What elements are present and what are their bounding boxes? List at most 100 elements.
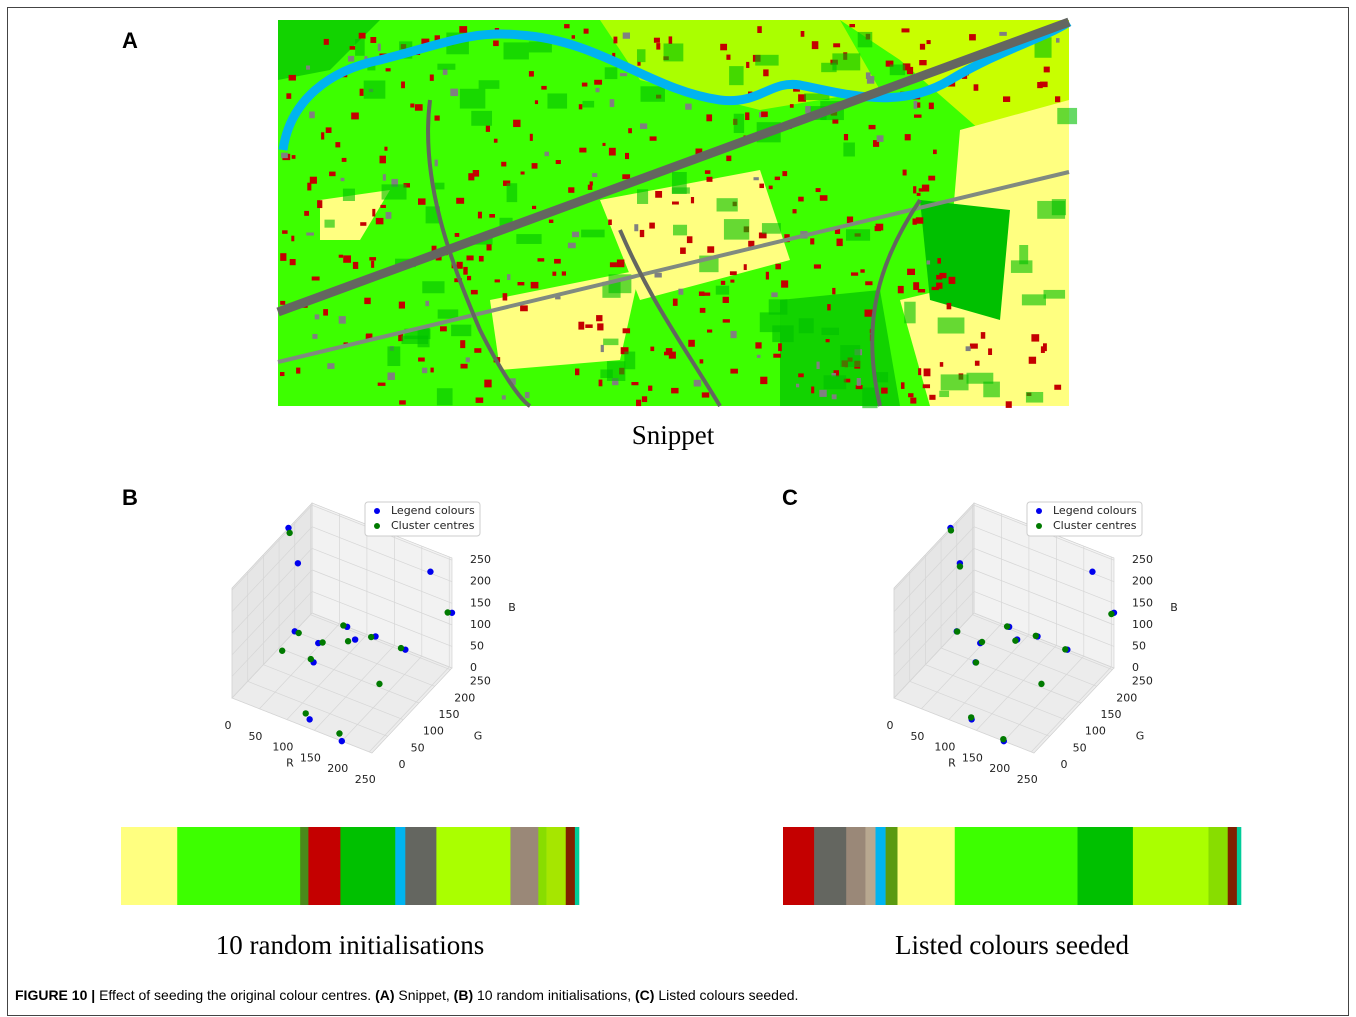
map-vegetation (343, 189, 355, 201)
map-building (636, 400, 641, 406)
map-building (286, 93, 291, 99)
map-building (655, 273, 662, 278)
map-vegetation (755, 55, 778, 66)
map-building (827, 304, 830, 310)
map-vegetation (1026, 392, 1043, 403)
tick-label: 150 (1132, 596, 1153, 609)
panel-caption: 10 random initialisations (216, 930, 484, 960)
map-building (342, 158, 347, 162)
map-building (970, 344, 978, 349)
map-building (917, 193, 921, 196)
map-building (484, 380, 491, 388)
panel-label: A (122, 28, 138, 53)
tick-label: 100 (470, 618, 491, 631)
map-vegetation (422, 281, 444, 293)
map-building (290, 259, 296, 265)
map-building (348, 56, 354, 62)
map-building (699, 292, 705, 296)
map-building (457, 262, 463, 269)
map-building (617, 260, 624, 268)
map-vegetation (387, 346, 400, 366)
map-building (688, 340, 695, 347)
map-building (282, 230, 287, 234)
map-vegetation (581, 230, 604, 238)
map-vegetation (672, 172, 687, 194)
map-vegetation (734, 114, 744, 133)
panel-label: C (782, 485, 798, 510)
map-building (292, 155, 296, 159)
map-vegetation (516, 234, 541, 244)
map-building (837, 239, 843, 246)
map-building (552, 272, 556, 276)
point (295, 630, 301, 636)
map-building (425, 301, 429, 306)
map-building (335, 142, 340, 147)
axis-label: R (948, 757, 956, 770)
map-building (418, 358, 425, 362)
map-vegetation (460, 89, 486, 109)
map-building (323, 309, 328, 315)
point (957, 563, 963, 569)
map-building (867, 76, 874, 84)
map-vegetation (605, 67, 618, 79)
map-building (326, 127, 332, 133)
legend-marker (1036, 523, 1042, 529)
map-building (339, 255, 343, 258)
map-building (782, 171, 787, 176)
map-building (572, 35, 575, 38)
tick-label: 150 (439, 708, 460, 721)
map-building (947, 303, 952, 309)
map-vegetation (507, 183, 518, 202)
point (336, 730, 342, 736)
axis-label: R (286, 757, 294, 770)
tick-label: 250 (470, 553, 491, 566)
axis-label: G (1136, 730, 1145, 743)
map-building (694, 380, 701, 387)
map-building (914, 115, 922, 118)
map-building (642, 396, 647, 402)
map-building (596, 88, 600, 92)
colour-segment (308, 827, 340, 905)
map-building (857, 378, 861, 386)
map-building (386, 68, 391, 71)
point (1000, 736, 1006, 742)
map-building (929, 103, 934, 110)
map-building (812, 41, 819, 49)
map-building (707, 177, 713, 182)
point (308, 656, 314, 662)
tick-label: 100 (1132, 618, 1153, 631)
map-building (321, 132, 324, 139)
map-building (723, 319, 730, 322)
map-vegetation (729, 66, 743, 85)
map-building (826, 339, 830, 342)
map-vegetation (858, 32, 873, 47)
map-building (877, 135, 884, 142)
map-building (655, 191, 662, 198)
tick-label: 100 (934, 741, 955, 754)
map-building (1029, 357, 1036, 364)
map-snippet (278, 20, 1077, 408)
tick-label: 200 (1132, 575, 1153, 588)
map-building (401, 82, 405, 89)
colour-segment (547, 827, 566, 905)
colour-segment (121, 827, 178, 905)
map-building (327, 363, 334, 369)
map-vegetation (876, 372, 888, 382)
point (979, 639, 985, 645)
colour-segment (340, 827, 395, 905)
map-building (656, 43, 660, 49)
map-building (849, 24, 855, 27)
map-building (399, 302, 405, 309)
caption-tag: (A) (375, 987, 394, 1003)
colour-segment (846, 827, 866, 905)
map-building (851, 272, 858, 275)
figure: A B C Snippet 05010015020025005010015020… (0, 0, 1356, 1017)
map-building (903, 170, 907, 176)
map-building (310, 177, 317, 184)
map-building (281, 153, 288, 158)
map-vegetation (624, 352, 635, 370)
map-building (726, 156, 731, 161)
map-building (473, 170, 479, 177)
map-building (757, 26, 761, 33)
map-building (610, 99, 615, 107)
